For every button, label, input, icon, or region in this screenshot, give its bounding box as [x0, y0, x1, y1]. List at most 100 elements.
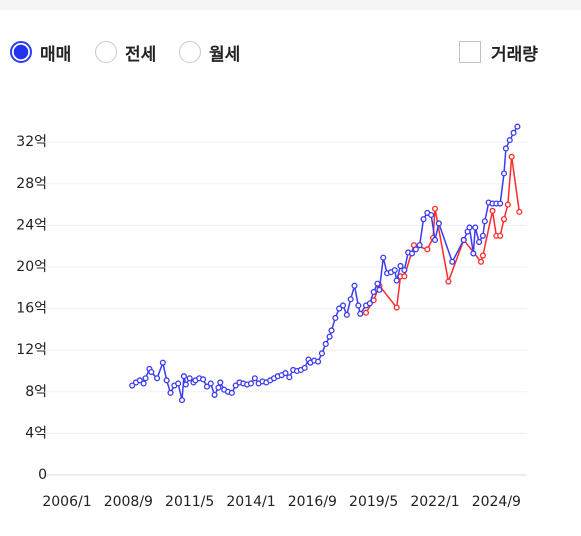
data-point	[182, 381, 189, 388]
data-point	[140, 380, 147, 387]
data-point	[460, 236, 467, 244]
data-point	[445, 278, 452, 285]
data-point	[167, 389, 174, 396]
data-point	[431, 205, 439, 212]
data-point	[497, 232, 504, 239]
data-point	[318, 350, 325, 357]
data-point	[301, 364, 308, 371]
checkbox-option[interactable]: 거래량	[459, 38, 538, 66]
data-point	[428, 211, 435, 219]
data-point	[178, 397, 186, 404]
y-tick-label: 28억	[16, 176, 47, 192]
data-point	[154, 375, 161, 382]
data-point	[506, 137, 513, 144]
data-point	[232, 382, 239, 389]
data-point	[380, 254, 387, 261]
data-point	[347, 296, 354, 303]
data-point	[397, 262, 404, 270]
data-point	[479, 252, 486, 259]
data-point	[351, 282, 358, 289]
data-point	[336, 305, 343, 312]
data-point	[163, 377, 170, 384]
data-point	[412, 246, 419, 253]
data-point	[424, 246, 431, 253]
data-point	[497, 200, 504, 207]
data-point	[376, 286, 383, 293]
data-point	[416, 242, 423, 249]
radio-option[interactable]: 전세	[95, 38, 156, 66]
y-tick-label: 32억	[16, 134, 47, 150]
data-point	[500, 170, 508, 177]
data-point	[477, 258, 485, 265]
radio-option[interactable]: 매매	[10, 38, 71, 66]
data-point	[355, 302, 362, 309]
data-point	[228, 389, 235, 396]
radio-button[interactable]	[95, 41, 117, 63]
data-point	[481, 218, 488, 225]
data-point	[286, 374, 293, 381]
data-point	[479, 232, 486, 239]
data-point	[514, 123, 521, 130]
data-point	[362, 309, 370, 316]
y-tick-label: 12억	[16, 342, 47, 358]
data-point	[215, 384, 222, 391]
data-point	[393, 277, 400, 284]
data-point	[510, 129, 517, 136]
data-point	[175, 380, 182, 387]
data-point	[315, 358, 322, 365]
top-bar	[0, 0, 581, 10]
data-point	[489, 207, 496, 214]
data-point	[357, 310, 364, 317]
data-point	[136, 377, 143, 384]
data-point	[129, 382, 136, 389]
x-tick-label: 2011/5	[165, 494, 214, 510]
data-point	[148, 368, 155, 376]
checkbox-label: 거래량	[491, 44, 538, 65]
data-point	[370, 288, 377, 296]
data-point	[343, 311, 350, 318]
data-point	[186, 375, 193, 382]
y-tick-label: 20억	[16, 259, 47, 275]
y-tick-label: 0	[38, 467, 47, 483]
data-point	[180, 373, 187, 380]
x-tick-label: 2006/1	[42, 494, 91, 510]
data-point	[449, 258, 456, 265]
data-point	[502, 145, 509, 152]
data-point	[466, 224, 473, 231]
data-point	[322, 340, 329, 348]
radio-button[interactable]	[179, 41, 201, 63]
y-tick-label: 16억	[16, 301, 47, 317]
data-point	[142, 375, 149, 382]
y-tick-label: 4억	[25, 425, 47, 441]
series-line	[131, 126, 519, 401]
data-point	[470, 250, 477, 257]
data-point	[435, 220, 442, 227]
data-point	[420, 216, 427, 223]
data-point	[207, 380, 214, 387]
radio-button[interactable]	[10, 41, 32, 63]
radio-option[interactable]: 월세	[179, 38, 240, 66]
y-tick-label: 8억	[25, 384, 47, 400]
x-tick-label: 2024/9	[472, 494, 521, 510]
data-point	[401, 267, 408, 274]
data-point	[408, 250, 416, 257]
radio-label: 매매	[40, 44, 72, 65]
x-tick-label: 2022/1	[410, 494, 459, 510]
data-point	[247, 380, 255, 387]
x-tick-label: 2008/9	[104, 494, 153, 510]
data-point	[516, 208, 523, 215]
data-point	[504, 201, 511, 208]
data-point	[366, 300, 373, 307]
x-tick-label: 2019/5	[349, 494, 398, 510]
y-tick-label: 24억	[16, 217, 47, 233]
data-point	[203, 383, 210, 390]
data-point	[508, 153, 515, 160]
data-point	[200, 376, 207, 383]
data-point	[374, 280, 381, 287]
checkbox[interactable]	[459, 41, 481, 63]
data-point	[328, 327, 335, 334]
data-point	[393, 304, 400, 311]
data-point	[282, 370, 289, 377]
data-point	[217, 379, 224, 386]
